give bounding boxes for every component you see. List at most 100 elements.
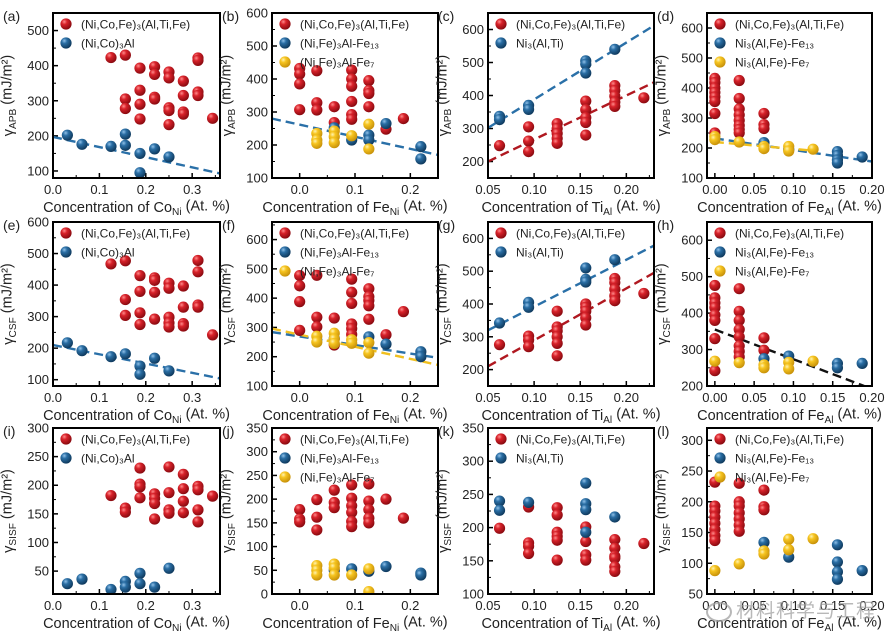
x-tick-label: 0.3 (183, 182, 201, 197)
legend-marker-yellow (714, 471, 726, 483)
data-point (177, 495, 189, 507)
plot-area (493, 477, 650, 578)
legend-marker-blue (495, 246, 507, 258)
data-point (831, 539, 844, 551)
data-point (119, 309, 131, 321)
legend-marker-blue (279, 37, 291, 49)
y-tick-label: 300 (681, 342, 703, 357)
data-point (346, 521, 358, 533)
plot-area (709, 476, 868, 585)
y-tick-label: 200 (246, 138, 268, 153)
y-tick-label: 200 (462, 520, 484, 535)
data-point (294, 296, 306, 308)
data-point (311, 569, 323, 581)
data-point (61, 578, 73, 590)
panel-label: (f) (222, 217, 235, 233)
data-point (580, 129, 592, 141)
legend-label: (Ni,Co)₃Al (81, 246, 135, 260)
series-yellow (311, 327, 375, 359)
x-tick-label: 0.20 (614, 598, 639, 613)
data-point (522, 103, 535, 115)
y-tick-label: 100 (27, 372, 49, 387)
x-axis-label: Concentration of CoNi (At. %) (43, 199, 230, 218)
x-tick-label: 0.15 (568, 598, 593, 613)
panel-label: (d) (657, 8, 674, 24)
x-tick-label: 0.05 (741, 598, 766, 613)
panel-k: (k) 0.05 0.10 0.15 0.20 100 150 200 250 300 350 Con… (435, 421, 661, 635)
legend: (Ni,Co,Fe)₃(Al,Ti,Fe) (Ni,Co)₃Al (60, 18, 190, 51)
x-tick-label: 0.05 (475, 390, 500, 405)
y-tick-label: 300 (27, 421, 49, 436)
data-point (363, 143, 375, 155)
series-red (294, 62, 410, 135)
data-point (134, 147, 146, 160)
legend-label: (Ni,Fe)₃Al-Fe₇ (300, 56, 374, 70)
data-point (580, 526, 592, 538)
data-point (609, 295, 621, 307)
y-tick-label: 200 (27, 478, 49, 493)
data-point (380, 338, 392, 350)
data-point (192, 301, 204, 313)
data-point (733, 283, 745, 295)
x-tick-label: 0.2 (401, 182, 419, 197)
legend-marker-yellow (714, 265, 726, 277)
y-tick-label: 250 (27, 449, 49, 464)
data-point (551, 137, 563, 149)
y-tick-label: 500 (681, 51, 703, 66)
y-tick-label: 100 (246, 171, 268, 186)
series-blue (493, 43, 621, 126)
data-point (328, 337, 340, 350)
data-point (328, 569, 340, 581)
data-point (856, 357, 868, 370)
data-point (551, 509, 563, 521)
data-point (551, 554, 563, 566)
legend-marker-blue (279, 452, 291, 464)
legend-label: (Ni,Fe)₃Al-Fe₁₃ (300, 37, 379, 51)
data-point (758, 484, 770, 496)
x-axis-label: Concentration of FeAl (At. %) (697, 615, 882, 634)
plot-area (709, 72, 871, 169)
plot-frame (52, 12, 221, 179)
y-tick-label: 200 (681, 379, 703, 394)
x-tick-label: 0.1 (90, 598, 108, 613)
series-blue (61, 562, 175, 593)
data-point (119, 255, 131, 267)
series-blue (61, 337, 175, 380)
data-point (148, 61, 161, 73)
data-point (294, 78, 306, 90)
series-yellow (709, 355, 819, 375)
data-point (311, 311, 323, 323)
plot-area (54, 49, 219, 177)
data-point (783, 544, 795, 556)
y-tick-label: 400 (27, 58, 49, 73)
x-tick-label: 0.20 (859, 182, 884, 197)
y-tick-label: 600 (462, 231, 484, 246)
data-point (493, 504, 506, 516)
panel-g: (g) 0.05 0.10 0.15 0.20 200 300 400 500 600 Concen… (435, 217, 661, 426)
y-tick-label: 400 (246, 291, 268, 306)
y-tick-label: 400 (681, 81, 703, 96)
x-tick-label: 0.0 (291, 598, 309, 613)
y-tick-label: 100 (27, 163, 49, 178)
data-point (76, 573, 88, 585)
x-tick-label: 0.20 (614, 390, 639, 405)
data-point (346, 273, 358, 285)
data-point (311, 104, 323, 116)
x-tick-label: 0.05 (475, 182, 500, 197)
x-tick-label: 0.3 (183, 390, 201, 405)
x-tick-label: 0.05 (475, 598, 500, 613)
legend-marker-yellow (714, 56, 726, 68)
y-tick-label: 150 (681, 525, 703, 540)
x-tick-label: 0.2 (137, 598, 155, 613)
legend-label: (Ni,Fe)₃Al-Fe₇ (300, 265, 374, 279)
y-axis-label: γCSF (mJ/m²) (435, 263, 454, 344)
legend-marker-yellow (279, 56, 291, 68)
legend-marker-red (495, 227, 507, 239)
y-tick-label: 300 (462, 454, 484, 469)
data-point (758, 536, 770, 548)
legend-label: (Ni,Fe)₃Al-Fe₇ (300, 471, 374, 485)
x-axis-label: Concentration of FeAl (At. %) (697, 199, 882, 218)
data-point (363, 101, 375, 113)
data-point (346, 113, 358, 125)
